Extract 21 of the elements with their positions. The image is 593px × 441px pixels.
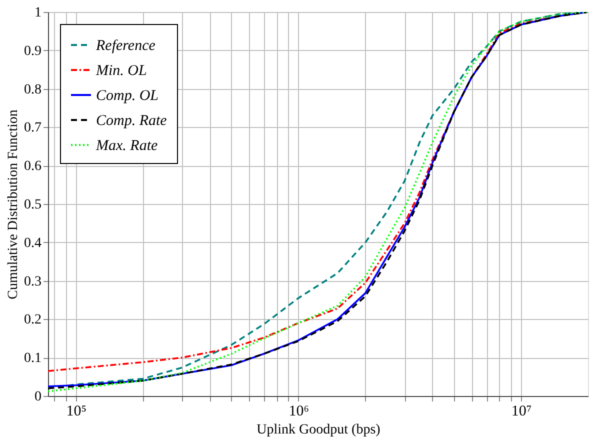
y-tick-label: 0.8 [24, 82, 42, 98]
y-tick-label: 0.7 [24, 120, 42, 136]
x-tick-label: 10⁶ [288, 404, 310, 420]
y-tick-label: 0.1 [24, 351, 42, 366]
legend-label: Comp. Rate [96, 113, 168, 129]
y-axis-title: Cumulative Distribution Function [6, 110, 21, 300]
y-tick-label: 0.4 [24, 236, 42, 251]
y-tick-label: 0.3 [24, 274, 42, 290]
legend-label: Min. OL [95, 63, 147, 79]
y-tick-label: 0.2 [24, 312, 42, 328]
x-axis-title: Uplink Goodput (bps) [256, 422, 381, 438]
x-tick-label: 10⁷ [511, 404, 532, 420]
legend-label: Max. Rate [95, 138, 158, 154]
legend-label: Reference [95, 38, 156, 54]
x-tick-label: 10⁵ [66, 404, 86, 420]
y-tick-label: 0.6 [24, 159, 42, 174]
y-tick-label: 0.9 [24, 44, 42, 59]
y-tick-label: 1 [34, 6, 42, 20]
y-tick-label: 0.5 [24, 198, 42, 212]
legend-label: Comp. OL [96, 88, 159, 104]
y-tick-label: 0 [34, 390, 42, 404]
